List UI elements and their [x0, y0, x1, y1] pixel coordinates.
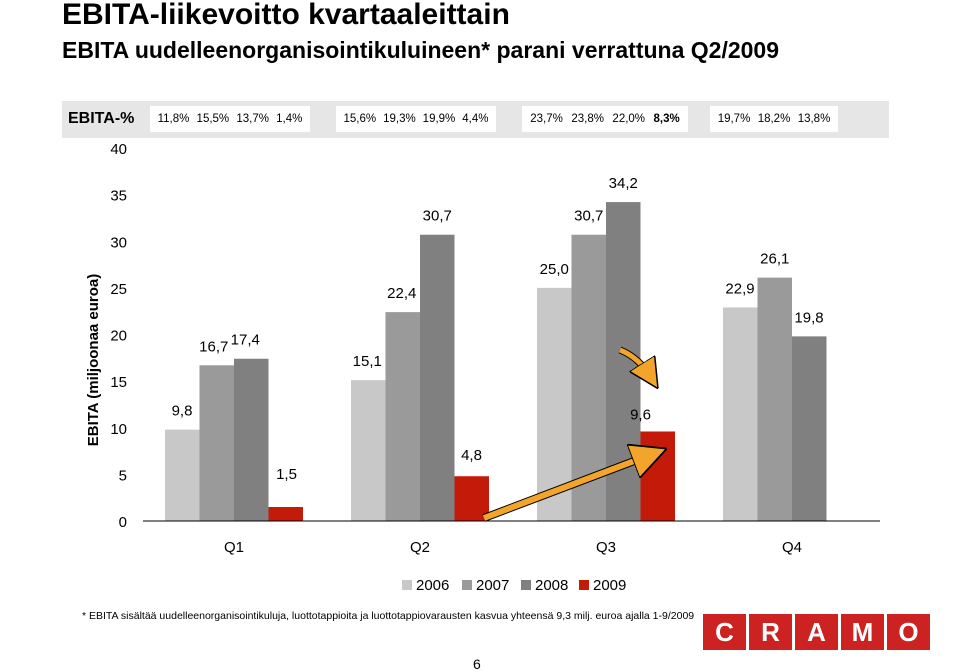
y-tick-label: 0	[119, 514, 127, 531]
legend: 2006 2007 2008 2009	[402, 577, 626, 594]
data-label: 9,8	[172, 403, 193, 420]
trend-arrow	[482, 455, 650, 521]
x-tick-label: Q1	[224, 539, 244, 556]
logo-letter: C	[703, 614, 746, 650]
page-title: EBITA-liikevoitto kvartaaleittain	[62, 0, 510, 31]
bar-2007-q4	[757, 277, 792, 521]
y-axis: 0 5 10 15 20 25 30 35 40	[110, 141, 127, 531]
x-tick-label: Q2	[410, 539, 430, 556]
legend-label: 2007	[476, 577, 509, 594]
data-label: 22,9	[725, 280, 754, 297]
bar-2009-q3	[640, 431, 675, 521]
logo-letter: M	[841, 614, 884, 650]
ebita-percent-group-q4: 19,7% 18,2% 13,8%	[710, 106, 838, 132]
y-tick-label: 25	[110, 281, 127, 298]
legend-swatch-2009	[579, 580, 589, 590]
y-tick-label: 40	[110, 141, 127, 158]
x-axis: Q1 Q2 Q3 Q4	[143, 520, 880, 556]
data-label: 22,4	[387, 285, 416, 302]
ebita-percent-value: 19,3%	[383, 113, 416, 125]
data-label: 30,7	[423, 208, 452, 225]
bar-2006-q1	[165, 429, 200, 521]
legend-label: 2008	[535, 577, 568, 594]
bar-2008-q4	[792, 336, 827, 521]
ebita-percent-group-q2: 15,6% 19,3% 19,9% 4,4%	[336, 106, 496, 132]
annotations-layer	[482, 346, 650, 522]
y-axis-title: EBITA (miljoonaa euroa)	[85, 274, 102, 447]
y-tick-label: 20	[110, 328, 127, 345]
data-labels-layer: 9,8 15,1 25,0 22,9 16,7 22,4 30,7 26,1 17,4 30,7 3…	[172, 175, 824, 483]
data-label: 30,7	[574, 208, 603, 225]
ebita-percent-value: 15,6%	[343, 113, 377, 125]
data-label: 4,8	[461, 447, 482, 464]
legend-label: 2009	[593, 577, 626, 594]
curved-arrow	[619, 347, 650, 376]
data-label: 25,0	[540, 261, 569, 278]
ebita-percent-group-q3: 23,7% 23,8% 22,0% 8,3%	[522, 106, 688, 132]
x-tick-label: Q4	[782, 539, 802, 556]
data-label: 15,1	[353, 353, 382, 370]
legend-label: 2006	[416, 577, 449, 594]
ebita-percent-value: 13,8%	[797, 113, 831, 125]
bar-2009-q2	[454, 476, 489, 521]
bar-2008-q2	[420, 234, 455, 521]
logo-letter: O	[887, 614, 930, 650]
x-tick-label: Q3	[596, 539, 616, 556]
data-label: 19,8	[794, 309, 823, 326]
ebita-percent-value: 19,7%	[717, 113, 751, 125]
ebita-percent-value: 19,9%	[422, 113, 456, 125]
ebita-percent-value: 1,4%	[276, 113, 303, 125]
ebita-percent-value: 15,5%	[196, 113, 230, 125]
ebita-percent-value: 23,8%	[571, 113, 604, 125]
ebita-percent-value: 8,3%	[653, 113, 680, 125]
bar-2006-q2	[351, 380, 386, 521]
data-label: 34,2	[609, 175, 638, 192]
ebita-percent-value: 13,7%	[236, 113, 269, 125]
bar-2007-q1	[199, 365, 234, 521]
y-tick-label: 35	[110, 188, 127, 205]
ebita-percent-group-q1: 11,8% 15,5% 13,7% 1,4%	[150, 106, 310, 132]
page-subtitle: EBITA uudelleenorganisointikuluineen* pa…	[62, 37, 780, 63]
bar-2008-q1	[234, 358, 269, 521]
data-label: 16,7	[199, 338, 228, 355]
legend-swatch-2008	[521, 580, 531, 590]
logo-letter: R	[749, 614, 792, 650]
ebita-percent-value: 23,7%	[530, 113, 563, 125]
data-label: 17,4	[231, 332, 260, 349]
legend-swatch-2007	[462, 580, 472, 590]
bar-2006-q4	[723, 307, 758, 521]
ebita-percent-value: 22,0%	[612, 113, 646, 125]
data-label: 9,6	[630, 406, 651, 423]
ebita-percent-value: 11,8%	[157, 113, 190, 125]
logo-letter: A	[795, 614, 838, 650]
ebita-percent-value: 18,2%	[757, 113, 791, 125]
y-tick-label: 10	[110, 421, 127, 438]
y-tick-label: 5	[119, 467, 127, 484]
y-tick-label: 15	[110, 374, 127, 391]
bar-2007-q2	[385, 312, 420, 521]
legend-swatch-2006	[402, 580, 412, 590]
bars-layer	[165, 202, 827, 521]
page-number: 6	[473, 656, 481, 672]
data-label: 1,5	[276, 466, 297, 483]
cramo-logo: C R A M O	[703, 614, 930, 650]
bar-2006-q3	[537, 287, 572, 521]
y-tick-label: 30	[110, 234, 127, 251]
ebita-percent-value: 4,4%	[462, 113, 489, 125]
data-label: 26,1	[760, 251, 789, 268]
ebita-percent-label: EBITA-%	[68, 110, 135, 127]
footnote: * EBITA sisältää uudelleenorganisointiku…	[82, 610, 695, 622]
bar-2009-q1	[268, 507, 303, 521]
